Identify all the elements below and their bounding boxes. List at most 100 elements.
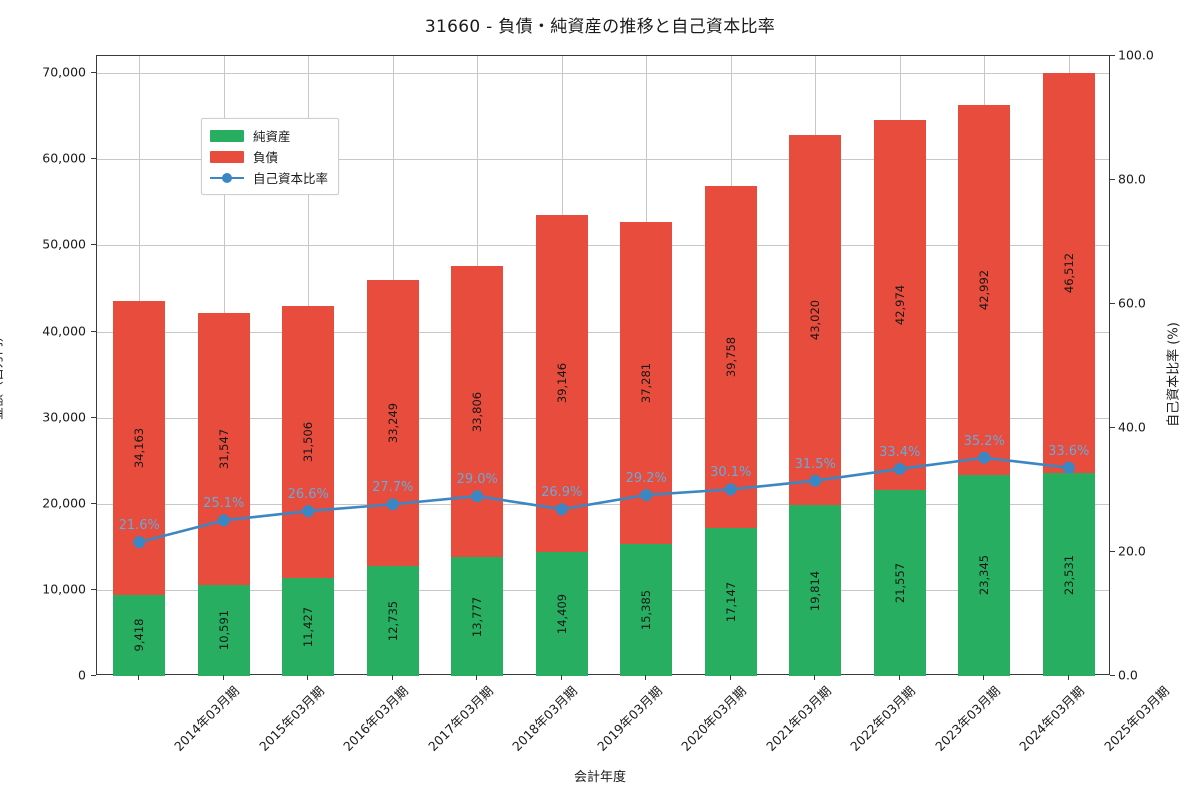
bar-segment-net-assets[interactable]: 23,531 [1042,473,1095,676]
bar-value-label: 23,531 [1061,554,1076,595]
bar-segment-net-assets[interactable]: 14,409 [535,551,588,676]
y-axis-left-tick [91,72,96,74]
bar-value-label: 42,992 [977,269,992,310]
bar-segment-liabilities[interactable]: 46,512 [1042,72,1095,474]
x-axis-tick-label: 2014年03月期 [171,683,243,754]
bar-segment-net-assets[interactable]: 12,735 [366,566,419,676]
bar-value-label: 13,777 [470,596,485,637]
y-axis-left-tick-label: 40,000 [42,323,86,339]
bar-value-label: 37,281 [639,362,654,404]
ratio-value-label: 21.6% [118,518,160,534]
bar-segment-liabilities[interactable]: 31,547 [197,313,250,585]
y-axis-left-tick-label: 60,000 [42,150,86,166]
bar-value-label: 33,249 [385,403,400,444]
bar-value-label: 12,735 [385,601,400,642]
bar-segment-liabilities[interactable]: 39,146 [535,214,588,552]
legend-swatch-icon [210,129,244,142]
y-axis-right-tick [1110,303,1115,304]
x-axis-tick [814,675,816,680]
x-axis-tick-label: 2020年03月期 [678,683,750,754]
gridline-horizontal [97,417,1109,419]
y-axis-left-tick-label: 20,000 [42,495,86,511]
bar-segment-liabilities[interactable]: 42,974 [873,120,926,491]
y-axis-right-tick [1110,551,1115,552]
bar-value-label: 17,147 [723,582,738,623]
x-axis-tick-label: 2017年03月期 [424,683,496,754]
gridline-horizontal [97,589,1109,591]
chart-legend: 純資産 負債自己資本比率 [201,118,340,195]
legend-label: 自己資本比率 [253,171,329,186]
bar-segment-net-assets[interactable]: 21,557 [873,490,926,676]
y-axis-right-tick [1110,55,1115,56]
y-axis-left-tick [91,416,96,418]
bar-value-label: 42,974 [892,285,907,326]
bar-segment-liabilities[interactable]: 33,806 [451,266,504,558]
x-axis-tick-label: 2025年03月期 [1100,683,1172,754]
bar-segment-liabilities[interactable]: 34,163 [113,300,166,595]
y-axis-left-tick [91,502,96,504]
x-axis-tick [983,675,985,680]
x-axis-tick-label: 2016年03月期 [340,683,412,754]
y-axis-right-tick [1110,675,1115,676]
legend-item[interactable]: 純資産 [210,125,328,146]
bar-value-label: 33,806 [470,391,485,432]
y-axis-left-tick [91,675,96,676]
ratio-value-label: 29.2% [625,470,667,486]
x-axis-tick [645,675,647,680]
bar-value-label: 31,506 [301,421,316,463]
bar-value-label: 10,591 [216,610,231,651]
bar-segment-net-assets[interactable]: 17,147 [704,528,757,676]
y-axis-right-tick [1110,179,1115,180]
bar-segment-liabilities[interactable]: 33,249 [366,280,419,567]
bar-value-label: 15,385 [639,589,654,630]
ratio-value-label: 25.1% [203,496,245,512]
ratio-value-label: 27.7% [372,480,414,496]
bar-segment-liabilities[interactable]: 31,506 [282,306,335,578]
x-axis-tick [391,675,393,680]
x-axis-tick [138,675,140,680]
ratio-value-label: 26.6% [287,487,329,503]
bar-segment-liabilities[interactable]: 37,281 [620,222,673,544]
bar-segment-net-assets[interactable]: 13,777 [451,557,504,676]
x-axis-tick-label: 2024年03月期 [1016,683,1088,754]
gridline-horizontal [97,73,1109,75]
bar-segment-liabilities[interactable]: 42,992 [958,104,1011,475]
bar-segment-net-assets[interactable]: 11,427 [282,577,335,676]
x-axis-tick [222,675,224,680]
ratio-value-label: 35.2% [963,433,1005,449]
y-axis-right-tick-label: 0.0 [1118,667,1138,683]
x-axis-tick-label: 2023年03月期 [931,683,1003,754]
legend-item[interactable]: 自己資本比率 [210,167,328,188]
y-axis-left-tick [91,158,96,160]
bar-segment-net-assets[interactable]: 10,591 [197,584,250,676]
x-axis-tick [560,675,562,680]
plot-area: 9,418 34,163 10,591 31,547 11,427 31,506 12,73… [96,55,1110,676]
bar-value-label: 39,758 [723,337,738,378]
legend-item[interactable]: 負債 [210,146,328,167]
bar-value-label: 11,427 [301,606,316,647]
y-axis-left-title: 金額（百万円） [0,328,6,421]
ratio-value-label: 33.4% [879,444,921,460]
x-axis-tick-label: 2015年03月期 [255,683,327,754]
bar-segment-net-assets[interactable]: 23,345 [958,474,1011,676]
x-axis-tick-label: 2019年03月期 [593,683,665,754]
x-axis-tick [898,675,900,680]
legend-swatch-icon [210,150,244,163]
ratio-value-label: 30.1% [710,465,752,481]
bar-value-label: 31,547 [216,428,231,470]
bar-segment-net-assets[interactable]: 15,385 [620,543,673,676]
y-axis-left-tick [91,588,96,590]
bar-segment-net-assets[interactable]: 9,418 [113,594,166,676]
gridline-horizontal [97,331,1109,333]
y-axis-left-tick-label: 50,000 [42,236,86,252]
bar-segment-liabilities[interactable]: 43,020 [789,134,842,506]
y-axis-left-tick-label: 10,000 [42,581,86,597]
ratio-value-label: 26.9% [541,485,583,501]
y-axis-right-title: 自己資本比率 (%) [1166,322,1182,427]
x-axis-tick [307,675,309,680]
bar-value-label: 21,557 [892,563,907,604]
bar-value-label: 23,345 [977,555,992,596]
bar-value-label: 34,163 [132,427,147,468]
bar-segment-net-assets[interactable]: 19,814 [789,505,842,676]
bar-value-label: 9,418 [132,618,147,652]
